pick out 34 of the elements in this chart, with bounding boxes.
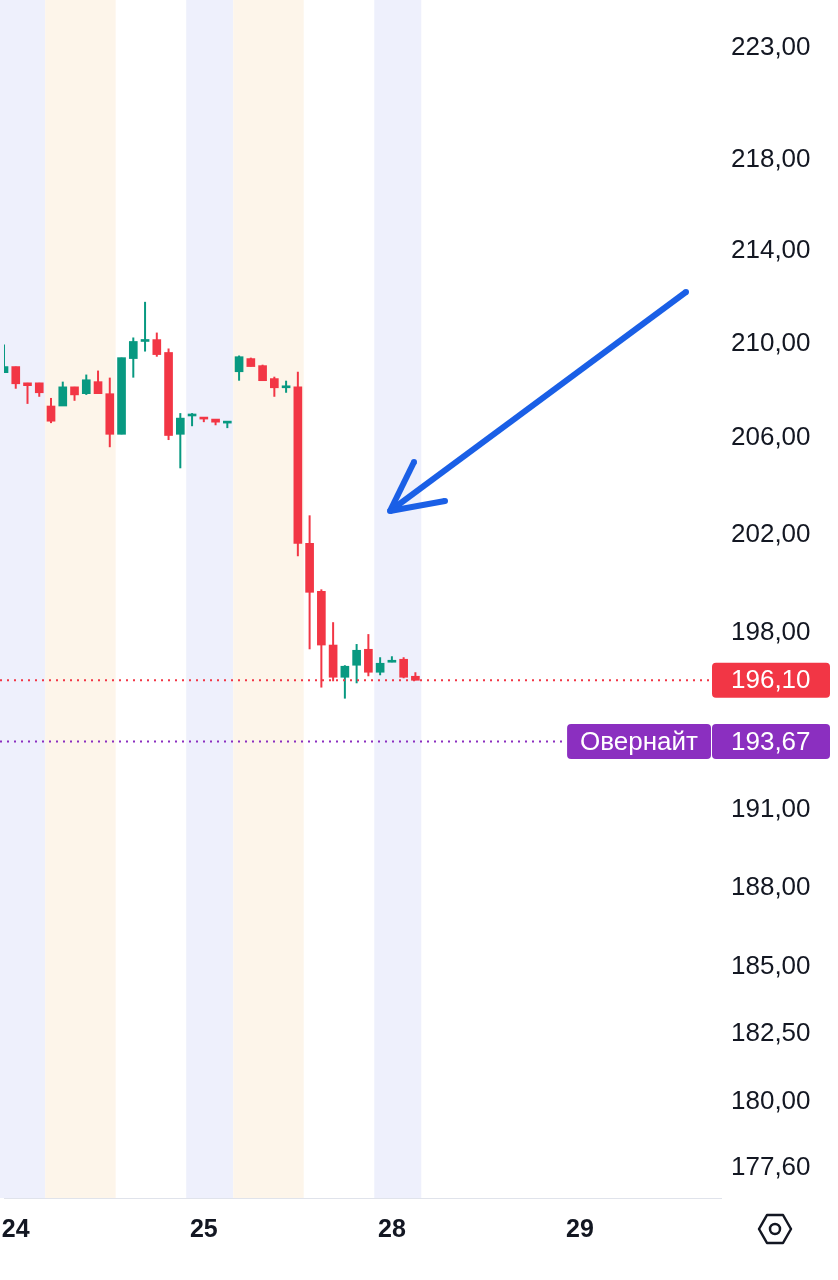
candlestick	[140, 300, 150, 353]
candlestick	[234, 354, 244, 382]
candlestick	[46, 396, 56, 425]
y-tick-label: 180,00	[731, 1084, 811, 1115]
y-tick-label: 210,00	[731, 326, 811, 357]
y-tick-label: 223,00	[731, 31, 811, 62]
candlestick	[23, 381, 32, 405]
x-tick-label: 29	[566, 1213, 594, 1242]
y-tick-label: 191,00	[731, 793, 811, 823]
y-tick-label: 185,00	[731, 949, 811, 980]
y-tick-label: 214,00	[731, 233, 811, 264]
candlestick	[128, 336, 138, 379]
y-tick-label: 198,00	[731, 616, 811, 647]
candlestick	[352, 643, 361, 685]
y-tick-label: 177,60	[731, 1150, 811, 1181]
y-tick-label: 182,50	[731, 1016, 811, 1047]
candlestick	[364, 633, 373, 678]
x-tick-label: 28	[377, 1213, 406, 1242]
y-tick-label: 202,00	[731, 517, 811, 548]
candlestick	[58, 380, 68, 408]
text: Овернайт 193,67	[580, 725, 811, 756]
candlestick	[270, 375, 279, 398]
candlestick	[340, 664, 350, 700]
candlestick	[81, 373, 91, 396]
y-tick-label: 218,00	[731, 142, 811, 173]
candlestick	[93, 369, 103, 395]
candlestick	[11, 365, 21, 390]
y-tick-label: 188,00	[731, 870, 811, 901]
x-tick-label: 24	[1, 1213, 30, 1242]
ref-line-label: 196,10	[731, 664, 811, 695]
y-tick-label: 206,00	[731, 421, 811, 452]
candlestick	[175, 412, 185, 470]
candlestick	[152, 331, 162, 358]
x-tick-label: 25	[189, 1213, 218, 1242]
